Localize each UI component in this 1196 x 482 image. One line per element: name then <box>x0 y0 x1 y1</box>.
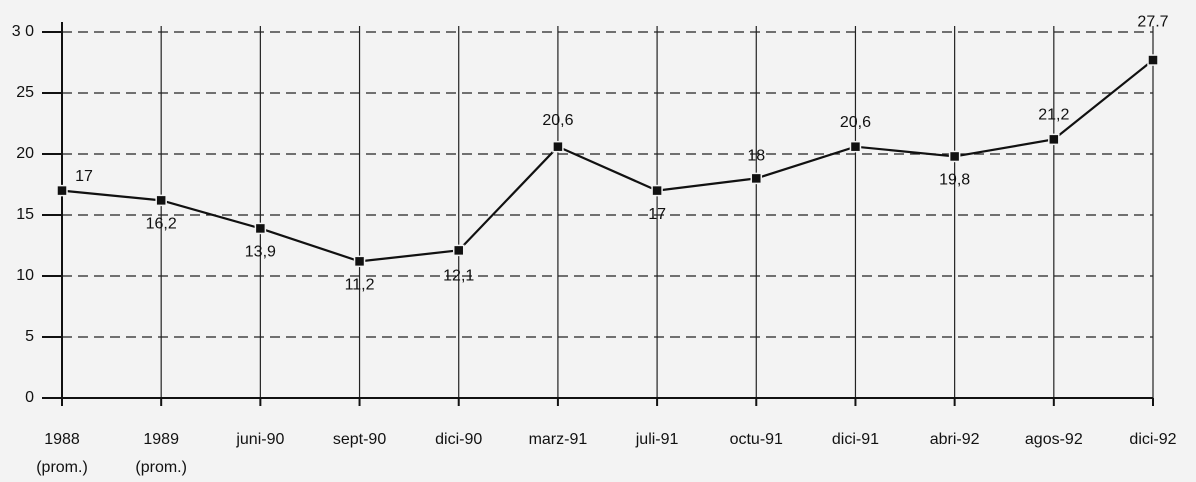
data-label: 16,2 <box>146 216 177 233</box>
x-tick-label: abri-92 <box>930 431 980 448</box>
data-label: 18 <box>747 148 765 165</box>
marker <box>254 222 267 235</box>
marker <box>849 140 862 153</box>
marker <box>56 184 68 197</box>
y-tick-label: 20 <box>16 145 34 162</box>
x-tick-label: marz-91 <box>529 431 588 448</box>
data-label: 27.7 <box>1137 13 1168 30</box>
x-tick-label: 1988 <box>44 431 80 448</box>
x-tick-sublabel: (prom.) <box>135 459 187 476</box>
marker <box>750 172 763 185</box>
y-tick-label: 15 <box>16 206 34 223</box>
x-tick-label: juli-91 <box>635 431 679 448</box>
line <box>61 59 1154 263</box>
x-tick-label: dici-91 <box>832 431 879 448</box>
y-tick-label: 5 <box>25 328 34 345</box>
data-label: 21,2 <box>1038 107 1069 124</box>
data-label: 17 <box>75 168 93 185</box>
y-tick-label: 10 <box>16 267 34 284</box>
data-label: 12,1 <box>443 268 474 285</box>
x-tick-label: juni-90 <box>235 431 284 448</box>
x-tick-label: agos-92 <box>1025 431 1083 448</box>
data-label: 20,6 <box>542 112 573 129</box>
marker <box>552 140 564 153</box>
marker <box>948 150 961 163</box>
marker <box>1048 133 1060 146</box>
marker <box>353 255 366 268</box>
x-tick-label: octu-91 <box>730 431 783 448</box>
x-tick-label: dici-92 <box>1129 431 1176 448</box>
marker <box>651 184 663 197</box>
marker <box>452 244 465 257</box>
data-label: 20,6 <box>840 114 871 131</box>
y-tick-label: 3 0 <box>12 23 34 40</box>
y-tick-label: 0 <box>25 389 34 406</box>
y-tick-label: 25 <box>16 84 34 101</box>
x-tick-label: 1989 <box>143 431 179 448</box>
x-tick-label: sept-90 <box>333 431 386 448</box>
data-label: 13,9 <box>245 244 276 261</box>
x-tick-sublabel: (prom.) <box>36 459 88 476</box>
marker <box>1147 54 1159 66</box>
data-label: 19,8 <box>939 172 970 189</box>
x-tick-label: dici-90 <box>435 431 482 448</box>
data-label: 11,2 <box>345 277 375 294</box>
marker <box>155 194 167 207</box>
data-label: 17 <box>648 206 666 223</box>
